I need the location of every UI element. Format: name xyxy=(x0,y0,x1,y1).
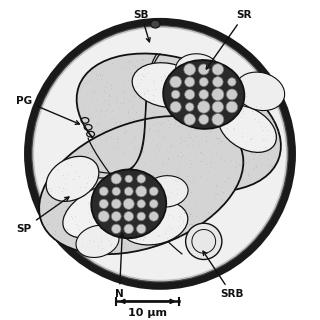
Circle shape xyxy=(149,212,158,221)
Circle shape xyxy=(227,89,237,100)
Circle shape xyxy=(112,224,121,234)
Circle shape xyxy=(199,77,208,86)
Circle shape xyxy=(124,224,133,234)
Ellipse shape xyxy=(163,60,244,129)
Ellipse shape xyxy=(151,20,160,28)
Circle shape xyxy=(99,199,108,209)
Circle shape xyxy=(198,64,209,75)
Circle shape xyxy=(123,198,134,209)
Circle shape xyxy=(170,101,181,113)
Circle shape xyxy=(228,78,236,86)
Circle shape xyxy=(137,212,146,221)
Ellipse shape xyxy=(39,116,244,254)
Circle shape xyxy=(124,187,133,196)
Text: SR: SR xyxy=(206,10,252,69)
Ellipse shape xyxy=(175,69,257,126)
Circle shape xyxy=(137,200,146,208)
Circle shape xyxy=(111,174,122,184)
Ellipse shape xyxy=(63,182,145,238)
Circle shape xyxy=(34,28,286,280)
Circle shape xyxy=(112,187,121,196)
Circle shape xyxy=(111,212,121,221)
Circle shape xyxy=(199,90,209,99)
Circle shape xyxy=(171,90,180,99)
Ellipse shape xyxy=(176,54,219,85)
Circle shape xyxy=(184,64,196,75)
Text: SRB: SRB xyxy=(203,251,244,300)
Ellipse shape xyxy=(120,200,188,245)
Ellipse shape xyxy=(91,170,166,238)
Circle shape xyxy=(170,76,181,88)
Ellipse shape xyxy=(144,176,188,207)
Circle shape xyxy=(124,212,133,221)
Circle shape xyxy=(212,114,224,125)
Circle shape xyxy=(184,114,196,125)
Circle shape xyxy=(136,186,147,197)
Ellipse shape xyxy=(236,72,285,111)
Circle shape xyxy=(125,175,132,183)
Circle shape xyxy=(137,224,146,234)
Ellipse shape xyxy=(76,53,281,192)
Circle shape xyxy=(212,101,224,113)
Circle shape xyxy=(186,223,222,260)
Circle shape xyxy=(212,64,224,75)
Circle shape xyxy=(212,88,224,100)
Text: N: N xyxy=(115,233,124,300)
Circle shape xyxy=(185,103,194,111)
Circle shape xyxy=(149,187,158,196)
Circle shape xyxy=(212,77,223,87)
Ellipse shape xyxy=(46,156,99,201)
Circle shape xyxy=(32,26,288,282)
Circle shape xyxy=(137,174,146,183)
Text: 10 μm: 10 μm xyxy=(128,308,167,318)
Text: SB: SB xyxy=(133,10,150,42)
Circle shape xyxy=(226,101,238,113)
Circle shape xyxy=(99,187,108,196)
Circle shape xyxy=(197,101,210,113)
Circle shape xyxy=(111,199,121,209)
Circle shape xyxy=(149,200,158,208)
Circle shape xyxy=(185,89,195,100)
Circle shape xyxy=(98,211,109,222)
Circle shape xyxy=(185,77,195,87)
Text: PG: PG xyxy=(16,96,79,124)
Ellipse shape xyxy=(132,63,200,108)
Ellipse shape xyxy=(219,105,276,152)
Ellipse shape xyxy=(76,225,119,258)
Text: SP: SP xyxy=(16,197,69,234)
Circle shape xyxy=(24,18,296,290)
Circle shape xyxy=(199,115,209,124)
